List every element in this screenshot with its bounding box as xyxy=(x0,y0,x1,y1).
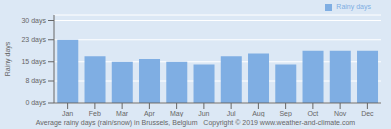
svg-text:30 days: 30 days xyxy=(21,17,46,25)
svg-text:May: May xyxy=(170,110,184,117)
html-text:Rainy days: Rainy days xyxy=(336,3,371,10)
svg-text:Jul: Jul xyxy=(227,110,236,117)
svg-text:Nov: Nov xyxy=(334,110,347,117)
svg-text:23 days: 23 days xyxy=(21,36,46,44)
svg-text:0 days: 0 days xyxy=(25,99,46,107)
svg-text:Jan: Jan xyxy=(62,110,73,117)
svg-text:Feb: Feb xyxy=(89,110,101,117)
svg-text:Dec: Dec xyxy=(361,110,374,117)
svg-text:Sep: Sep xyxy=(279,110,292,117)
svg-text:Aug: Aug xyxy=(252,110,265,117)
svg-text:Jun: Jun xyxy=(198,110,209,117)
svg-text:Oct: Oct xyxy=(307,110,318,117)
svg-text:8 days: 8 days xyxy=(25,77,46,85)
svg-text:Mar: Mar xyxy=(116,110,129,117)
html-text:Average rainy days (rain/snow): Average rainy days (rain/snow) in Brusse… xyxy=(35,119,356,126)
svg-text:15 days: 15 days xyxy=(21,58,46,66)
svg-text:Apr: Apr xyxy=(144,110,156,117)
svg-text:Rainy days: Rainy days xyxy=(4,41,12,76)
